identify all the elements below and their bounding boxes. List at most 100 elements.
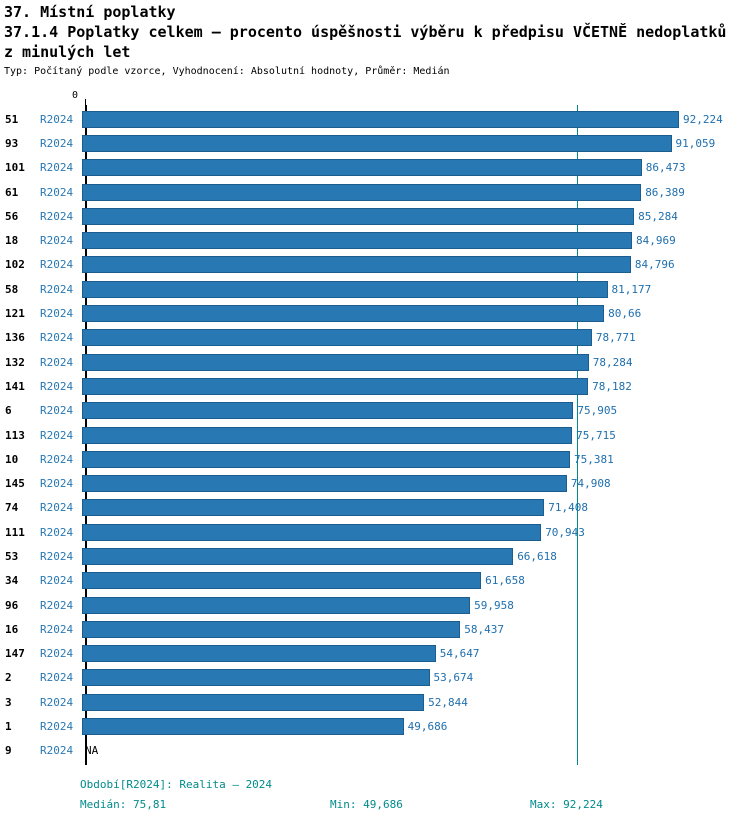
row-id: 3 (5, 695, 12, 709)
row-id: 51 (5, 112, 19, 126)
row-id: 93 (5, 136, 19, 150)
bar-value-label: 84,796 (634, 258, 675, 272)
row-id: 121 (5, 307, 25, 321)
row-id: 10 (5, 452, 19, 466)
value-bar (82, 402, 574, 420)
bar-value-label: 85,284 (638, 209, 678, 223)
bar-value-label: 71,408 (548, 501, 589, 515)
row-period-label: R2024 (40, 452, 74, 466)
bar-area: 74,908 (82, 471, 750, 495)
row-period-label: R2024 (40, 695, 74, 709)
value-bar (82, 475, 567, 493)
bar-value-label: 81,177 (611, 282, 652, 296)
row-id: 141 (5, 379, 25, 393)
row-period-label: R2024 (40, 744, 74, 758)
bar-area: 81,177 (82, 277, 750, 301)
row-id: 9 (5, 744, 12, 758)
value-bar (82, 305, 605, 323)
row-id: 6 (5, 404, 12, 418)
bar-area: 59,958 (82, 593, 750, 617)
chart-row: 16 R2024 58,437 (0, 617, 750, 641)
row-id: 132 (5, 355, 25, 369)
chart-row: 74 R2024 71,408 (0, 496, 750, 520)
chart-header: 37. Místní poplatky 37.1.4 Poplatky celk… (4, 2, 746, 79)
row-period-label: R2024 (40, 647, 74, 661)
bar-value-label: 75,715 (576, 428, 616, 442)
chart-row: 58 R2024 81,177 (0, 277, 750, 301)
chart-row: 121 R2024 80,66 (0, 301, 750, 325)
bar-area: 84,796 (82, 253, 750, 277)
row-id: 101 (5, 161, 25, 175)
chart-row: 6 R2024 75,905 (0, 399, 750, 423)
bar-value-label: 84,969 (636, 234, 676, 248)
row-period-label: R2024 (40, 161, 74, 175)
bar-value-label: 59,958 (474, 598, 514, 612)
row-period-label: R2024 (40, 525, 74, 539)
value-bar (82, 572, 482, 590)
report-section-title: 37. Místní poplatky (4, 3, 176, 21)
chart-row: 1 R2024 49,686 (0, 714, 750, 738)
bar-area: 85,284 (82, 204, 750, 228)
chart-footer: Období[R2024]: Realita – 2024 Medián: 75… (0, 770, 750, 820)
bar-value-label: 80,66 (608, 307, 642, 321)
value-bar (82, 645, 436, 663)
row-period-label: R2024 (40, 404, 74, 418)
chart-row: 141 R2024 78,182 (0, 374, 750, 398)
row-period-label: R2024 (40, 671, 74, 685)
bar-value-label: 78,284 (592, 355, 633, 369)
chart-row: 132 R2024 78,284 (0, 350, 750, 374)
bar-value-label: 61,658 (485, 574, 525, 588)
value-bar (82, 134, 672, 152)
value-bar (82, 547, 514, 565)
bar-value-label: 70,943 (545, 525, 585, 539)
value-bar (82, 499, 545, 517)
bar-value-label: 58,437 (464, 622, 505, 636)
value-bar (82, 426, 573, 444)
bar-area: 86,389 (82, 180, 750, 204)
row-period-label: R2024 (40, 379, 74, 393)
bar-area: 86,473 (82, 156, 750, 180)
bar-value-label: 54,647 (439, 647, 480, 661)
row-id: 136 (5, 331, 25, 345)
row-period-label: R2024 (40, 282, 74, 296)
row-period-label: R2024 (40, 307, 74, 321)
row-period-label: R2024 (40, 622, 74, 636)
value-bar (82, 450, 570, 468)
value-bar (82, 523, 542, 541)
row-id: 96 (5, 598, 19, 612)
chart-subtitle: Typ: Počítaný podle vzorce, Vyhodnocení:… (4, 66, 450, 77)
bar-value-label: 75,381 (574, 452, 614, 466)
bar-value-label: 49,686 (407, 720, 448, 734)
period-info: Období[R2024]: Realita – 2024 (80, 778, 273, 791)
bar-area: 84,969 (82, 228, 750, 252)
chart-row: 101 R2024 86,473 (0, 156, 750, 180)
row-id: 1 (5, 720, 12, 734)
bar-value-label: 66,618 (517, 549, 557, 563)
max-stat: Max: 92,224 (530, 798, 603, 811)
chart-row: 2 R2024 53,674 (0, 666, 750, 690)
axis-tick (85, 99, 86, 105)
axis-zero-label: 0 (71, 90, 78, 101)
row-id: 58 (5, 282, 19, 296)
chart-title-line1: 37.1.4 Poplatky celkem – procento úspěšn… (4, 23, 727, 41)
row-period-label: R2024 (40, 598, 74, 612)
median-stat: Medián: 75,81 (80, 798, 167, 811)
bar-area: 75,905 (82, 399, 750, 423)
row-id: 111 (5, 525, 25, 539)
chart-row: 96 R2024 59,958 (0, 593, 750, 617)
value-bar (82, 329, 592, 347)
chart-row: 56 R2024 85,284 (0, 204, 750, 228)
value-bar (82, 207, 635, 225)
value-bar (82, 669, 430, 687)
chart-title-line2: z minulých let (4, 43, 131, 61)
bar-area: 91,059 (82, 131, 750, 155)
row-id: 16 (5, 622, 19, 636)
median-line (576, 105, 578, 765)
row-id: 74 (5, 501, 19, 515)
row-period-label: R2024 (40, 355, 74, 369)
chart-row: 34 R2024 61,658 (0, 569, 750, 593)
bar-area: 75,715 (82, 423, 750, 447)
chart-row: 147 R2024 54,647 (0, 642, 750, 666)
row-period-label: R2024 (40, 185, 74, 199)
